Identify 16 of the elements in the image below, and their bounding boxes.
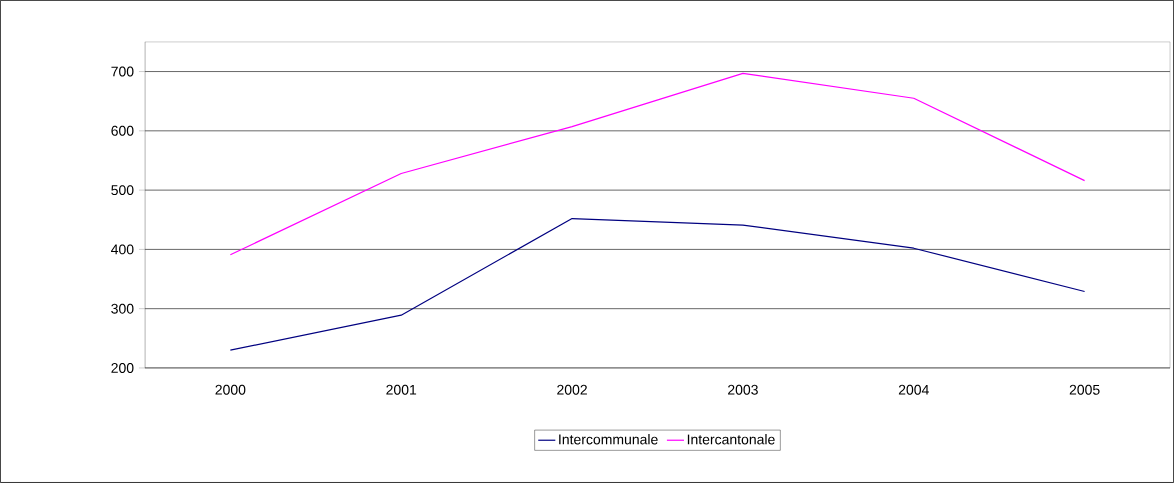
y-tick-label: 700 (111, 66, 134, 77)
y-tick-label: 300 (111, 303, 134, 314)
x-tick-label: 2000 (215, 384, 246, 395)
y-tick-label: 500 (111, 185, 134, 196)
y-tick-label: 400 (111, 244, 134, 255)
line-series (229, 218, 1086, 351)
line-series (229, 72, 1086, 256)
x-tick-label: 2001 (386, 384, 417, 395)
x-tick-label: 2004 (898, 384, 929, 395)
legend-label: Intercommunale (559, 434, 658, 445)
x-tick-label: 2003 (728, 384, 758, 395)
legend-label: Intercantonale (687, 434, 775, 445)
x-tick-label: 2005 (1069, 384, 1100, 395)
x-tick-label: 2002 (557, 384, 587, 395)
y-tick-label: 200 (111, 363, 134, 373)
y-tick-label: 600 (111, 125, 134, 136)
